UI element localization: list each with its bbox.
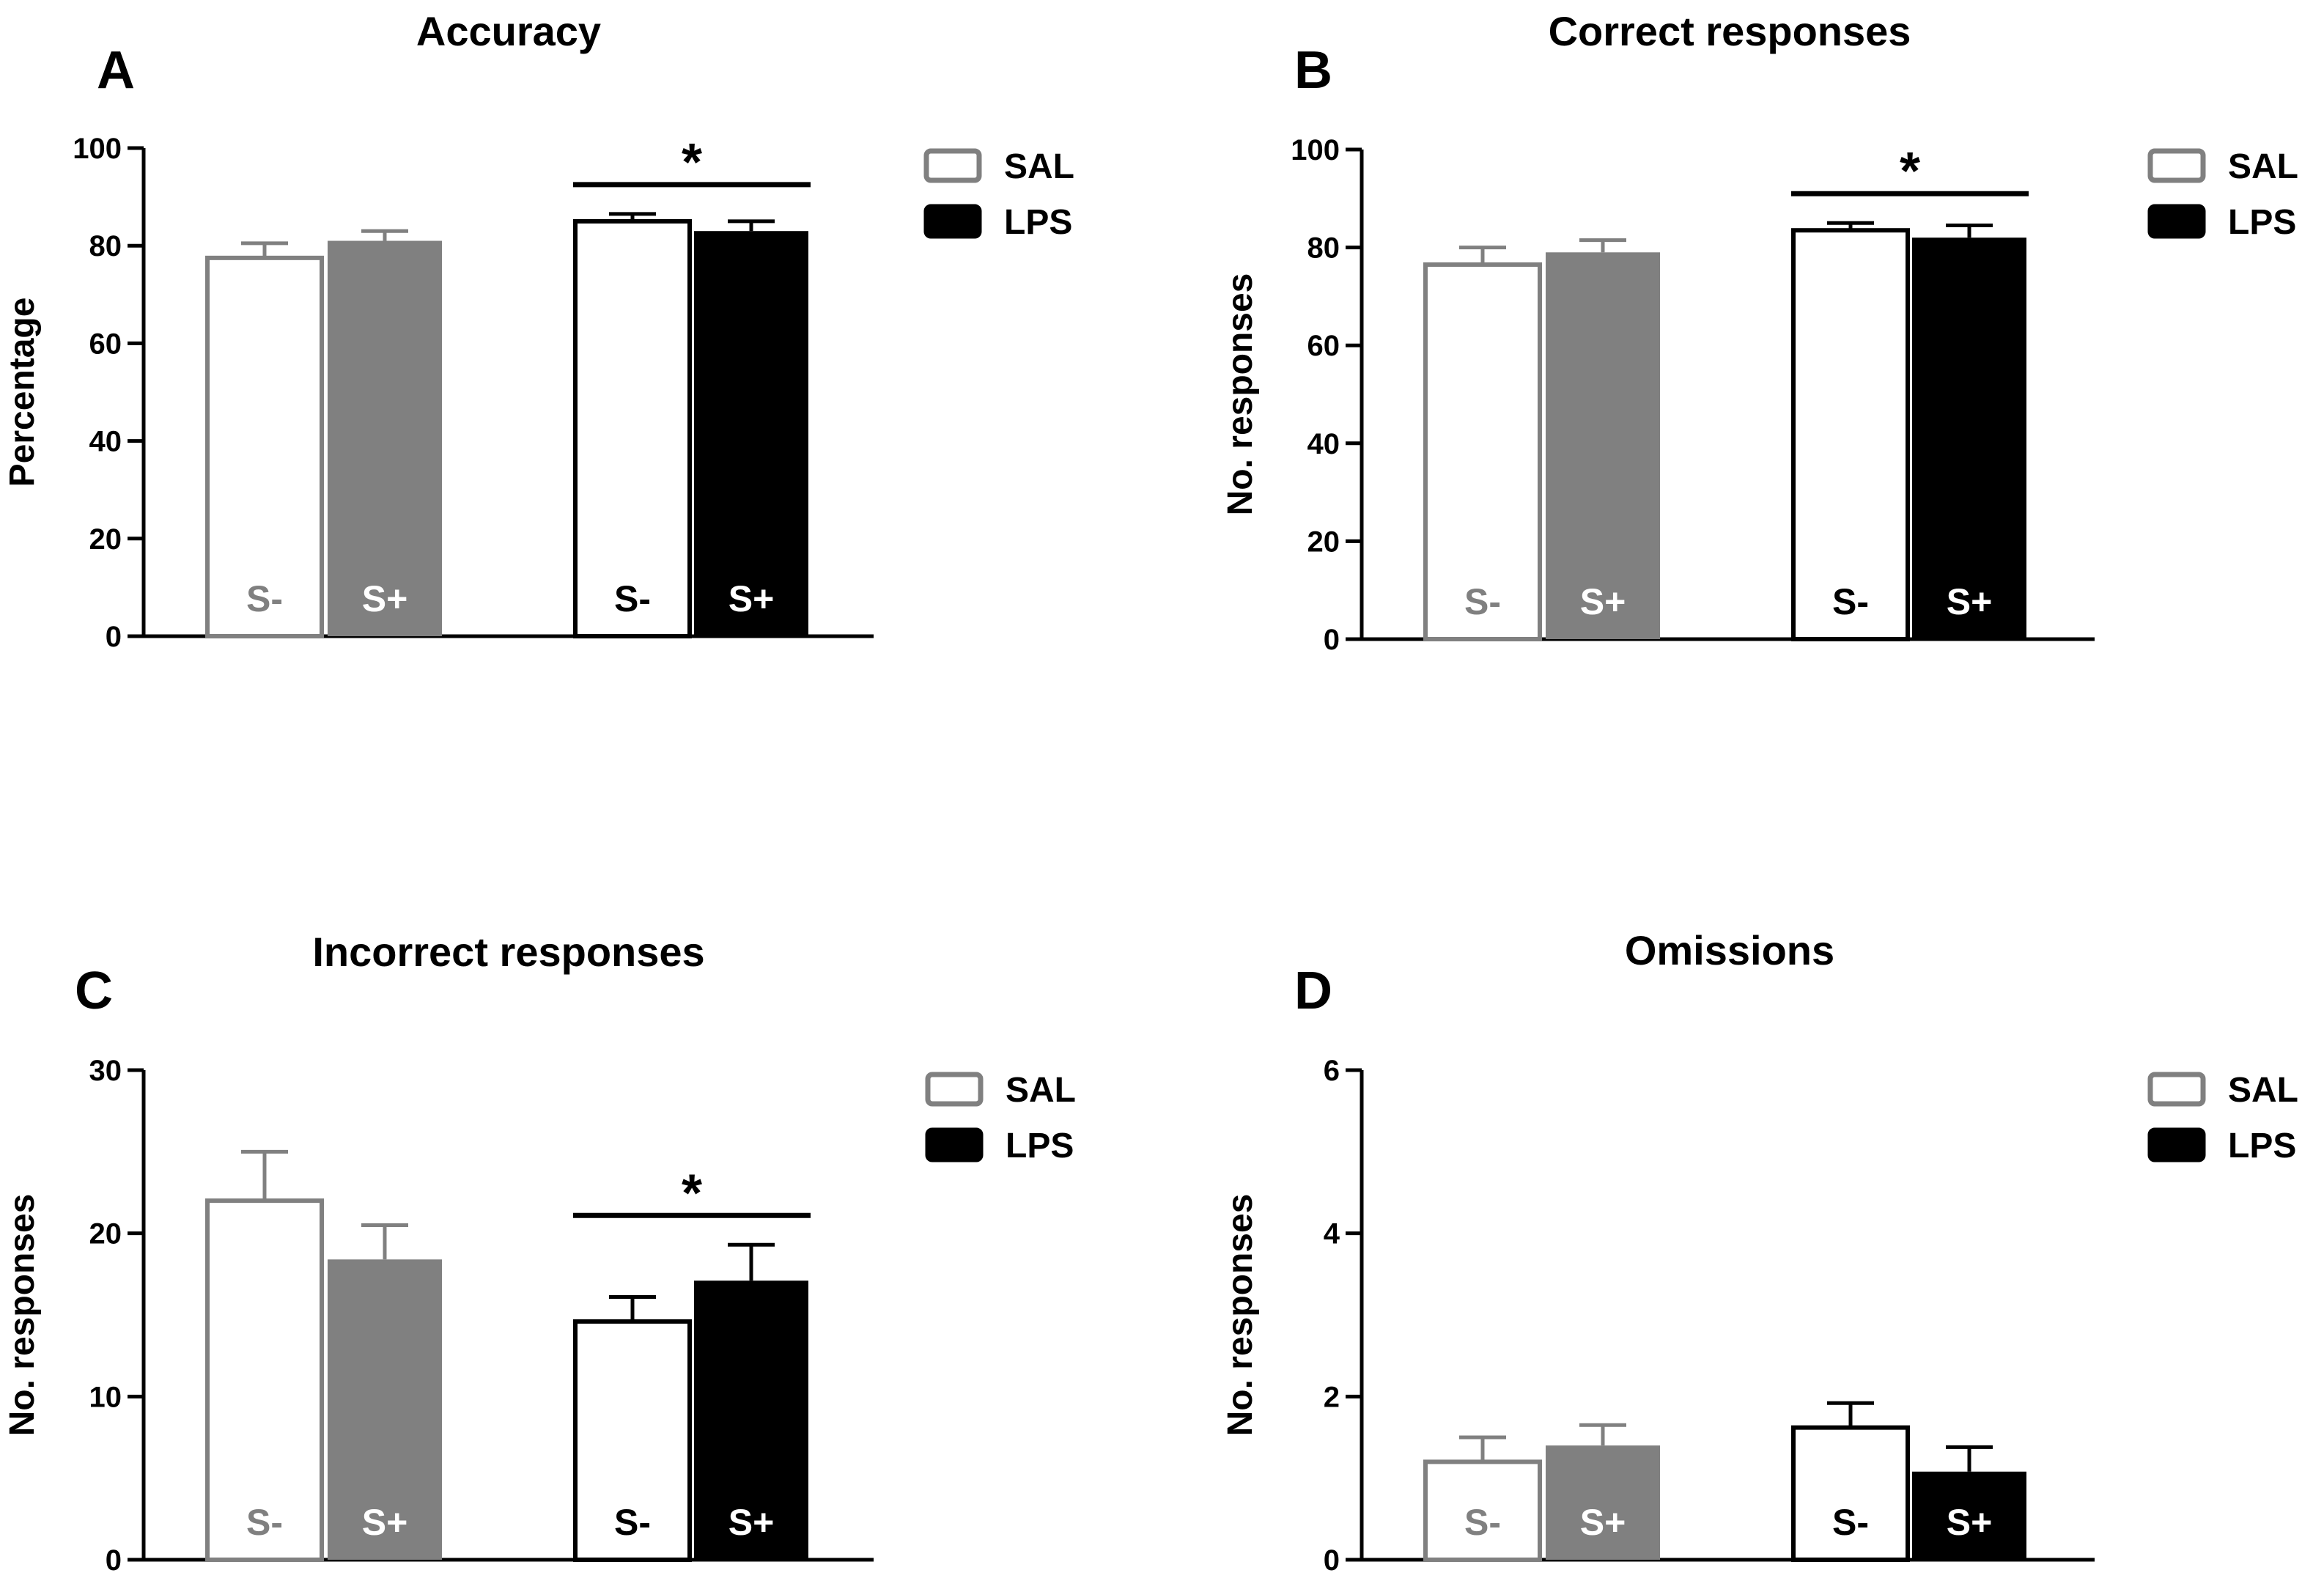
legend-swatch-lps [925,1127,984,1162]
panel-title: Correct responses [1549,8,1911,54]
y-tick-label: 80 [1307,232,1340,265]
y-tick-label: 0 [106,1544,122,1577]
bar-label: S+ [362,578,408,619]
panel-title: Omissions [1625,927,1834,973]
y-tick-label: 2 [1324,1381,1340,1413]
panel-c: Incorrect responses C No. responses 0 10 20 30… [3,929,1076,1577]
legend-swatch-sal [925,1072,984,1107]
y-tick-label: 20 [89,1218,122,1250]
y-tick-label: 100 [1291,134,1340,166]
panel-letter: D [1294,962,1332,1020]
y-tick-label: 0 [1324,624,1340,656]
y-tick-label: 60 [1307,330,1340,362]
bar-label: S+ [362,1502,408,1543]
legend-label: LPS [1006,1127,1074,1165]
y-tick-label: 20 [1307,526,1340,558]
bar-lps-s-minus [573,218,692,638]
legend-label: LPS [2228,203,2296,242]
bar-sal-s-plus [328,240,442,636]
bar-label: S- [246,578,283,619]
bar-label: S+ [728,578,775,619]
bar-lps-s-minus [1791,228,1910,642]
significance-marker: * [1900,142,1920,201]
significance-marker: * [682,133,702,192]
y-tick-label: 0 [1324,1544,1340,1577]
y-tick-label: 20 [89,523,122,556]
y-tick-label: 0 [106,621,122,653]
y-axis-label: No. responses [3,1194,42,1437]
y-axis-label: No. responses [1221,1194,1260,1437]
bar-label: S+ [1947,1502,1993,1543]
panel-d: Omissions D No. responses 0 2 4 6 S- S+ S- S+ SAL LP… [1221,927,2298,1577]
y-tick-label: 4 [1324,1218,1340,1250]
legend-label: SAL [2228,1071,2298,1110]
bar-label: S- [246,1502,283,1543]
bar-label: S- [614,578,651,619]
y-tick-label: 40 [1307,428,1340,460]
panel-a: Accuracy A Percentage 0 20 40 60 80 100 S- S+ S- S+ *… [3,8,1074,653]
bar-label: S- [1464,581,1501,622]
bar-sal-s-minus [205,255,324,639]
legend-swatch-sal [2147,148,2206,183]
y-tick-label: 6 [1324,1055,1340,1087]
legend-swatch-sal [2147,1072,2206,1107]
legend-swatch-sal [923,148,982,183]
legend-label: LPS [1004,203,1072,242]
legend-swatch-lps [923,204,982,239]
bar-label: S- [1832,1502,1869,1543]
y-axis-label: Percentage [3,298,42,487]
bar-label: S+ [1947,581,1993,622]
y-tick-label: 30 [89,1055,122,1087]
bar-lps-s-plus [694,231,808,637]
panel-title: Accuracy [416,8,601,54]
bar-sal-s-minus [1423,262,1542,641]
panel-letter: A [97,41,135,100]
y-tick-label: 40 [89,426,122,458]
bar-label: S- [614,1502,651,1543]
legend-swatch-lps [2147,204,2206,239]
panel-b: Correct responses B No. responses 0 20 40 60 80… [1221,8,2298,656]
bar-sal-s-plus [1546,1445,1660,1560]
bar-lps-s-plus [1912,237,2026,639]
legend-swatch-lps [2147,1127,2206,1162]
bar-label: S+ [728,1502,775,1543]
bar-sal-s-plus [1546,252,1660,639]
legend-label: LPS [2228,1127,2296,1165]
y-tick-label: 80 [89,230,122,262]
bar-label: S- [1464,1502,1501,1543]
bar-lps-s-minus [573,1319,692,1562]
bar-label: S+ [1580,1502,1626,1543]
bar-sal-s-minus [205,1198,324,1562]
bar-lps-s-plus [1912,1471,2026,1560]
y-tick-label: 60 [89,328,122,360]
bar-lps-s-plus [694,1280,808,1560]
y-axis-label: No. responses [1221,273,1260,516]
significance-marker: * [682,1164,702,1223]
panel-letter: B [1294,41,1332,100]
y-tick-label: 100 [73,133,122,165]
legend-label: SAL [1004,147,1074,186]
bar-sal-s-plus [328,1259,442,1560]
bar-label: S- [1832,581,1869,622]
panel-letter: C [75,962,113,1020]
panel-title: Incorrect responses [312,929,704,975]
y-tick-label: 10 [89,1381,122,1413]
bar-lps-s-minus [1791,1425,1910,1563]
legend-label: SAL [2228,147,2298,186]
bar-label: S+ [1580,581,1626,622]
legend-label: SAL [1006,1071,1076,1110]
